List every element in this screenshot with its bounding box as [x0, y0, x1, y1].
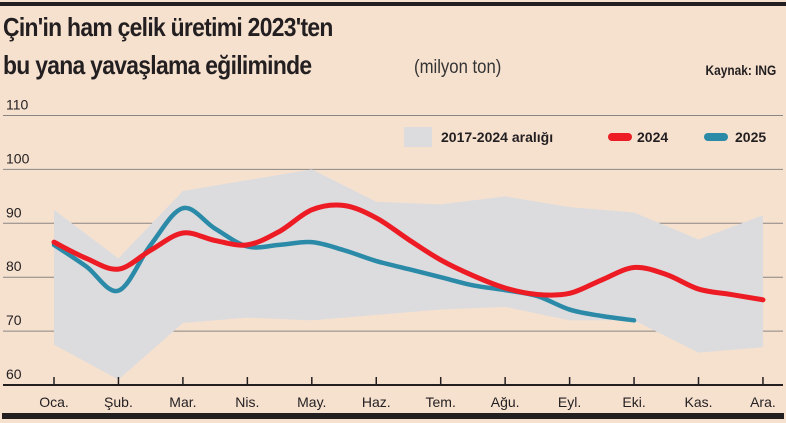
range-band	[54, 169, 763, 380]
y-tick-label: 110	[6, 97, 29, 113]
series-line-2024	[51, 202, 766, 303]
legend-label-range: 2017-2024 aralığı	[441, 129, 553, 145]
y-tick-label: 60	[6, 366, 22, 382]
x-tick-label: Tem.	[426, 394, 456, 410]
top-rule	[0, 2, 786, 6]
y-tick-label: 100	[6, 150, 30, 166]
x-tick-label: Oca.	[39, 394, 69, 410]
y-tick-label: 90	[6, 204, 22, 220]
x-tick-label: Ara.	[750, 394, 776, 410]
y-tick-label: 80	[6, 258, 22, 274]
legend: 2017-2024 aralığı 2024 2025	[404, 127, 766, 147]
x-tick-label: May.	[297, 394, 326, 410]
bottom-rule	[2, 413, 784, 419]
x-tick-label: Kas.	[684, 394, 712, 410]
x-tick-label: Mar.	[169, 394, 196, 410]
legend-label-2025: 2025	[735, 129, 766, 145]
chart-title-line1: Çin'in ham çelik üretimi 2023'ten	[3, 12, 333, 42]
x-tick-label: Haz.	[362, 394, 391, 410]
chart-title-line2: bu yana yavaşlama eğiliminde	[3, 50, 312, 80]
x-tick-label: Eki.	[622, 394, 645, 410]
x-tick-label: Ağu.	[491, 394, 520, 410]
x-tick-label: Nis.	[235, 394, 259, 410]
y-tick-label: 70	[6, 312, 22, 328]
legend-label-2024: 2024	[637, 129, 668, 145]
x-tick-label: Şub.	[104, 394, 133, 410]
x-tick-label: Eyl.	[558, 394, 581, 410]
unit-label: (milyon ton)	[414, 57, 502, 78]
legend-swatch-range	[404, 127, 432, 147]
source-label: Kaynak: ING	[705, 62, 776, 78]
